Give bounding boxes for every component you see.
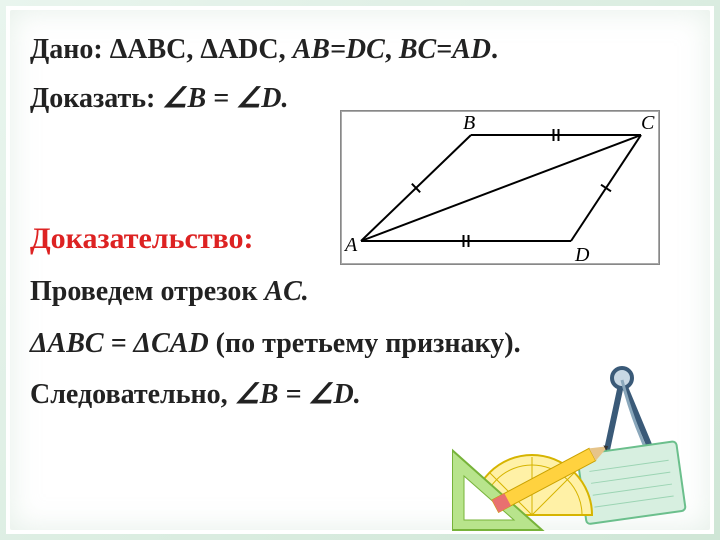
step3-b: ∠B = ∠D. xyxy=(235,379,361,410)
given-ab-dc: AB=DC xyxy=(293,34,385,65)
step1-prefix: Проведем отрезок xyxy=(30,276,264,307)
given-prefix: Дано: ΔABC, ΔADC, xyxy=(30,34,293,65)
step2-b: (по третьему признаку). xyxy=(216,328,521,359)
svg-text:C: C xyxy=(641,112,655,134)
proof-step-2: ΔABC = ΔCAD (по третьему признаку). xyxy=(30,324,690,363)
proof-step-3: Следовательно, ∠B = ∠D. xyxy=(30,375,690,414)
given-end: . xyxy=(491,34,498,65)
svg-text:D: D xyxy=(574,244,590,266)
slide-content: Дано: ΔABC, ΔADC, AB=DC, BC=AD. Доказать… xyxy=(0,0,720,540)
prove-prefix: Доказать: xyxy=(30,83,162,114)
step1-italic: AC. xyxy=(264,276,308,307)
prove-italic: ∠B = ∠D. xyxy=(162,83,288,114)
svg-text:B: B xyxy=(463,112,475,134)
given-mid: , xyxy=(385,34,399,65)
given-text: Дано: ΔABC, ΔADC, AB=DC, BC=AD. xyxy=(30,30,690,69)
proof-step-1: Проведем отрезок AC. xyxy=(30,272,690,311)
svg-text:A: A xyxy=(343,234,358,256)
step2-a: ΔABC = ΔCAD xyxy=(30,328,216,359)
given-bc-ad: BC=AD xyxy=(399,34,491,65)
step3-a: Следовательно, xyxy=(30,379,235,410)
geometry-diagram: A B C D xyxy=(340,110,660,265)
